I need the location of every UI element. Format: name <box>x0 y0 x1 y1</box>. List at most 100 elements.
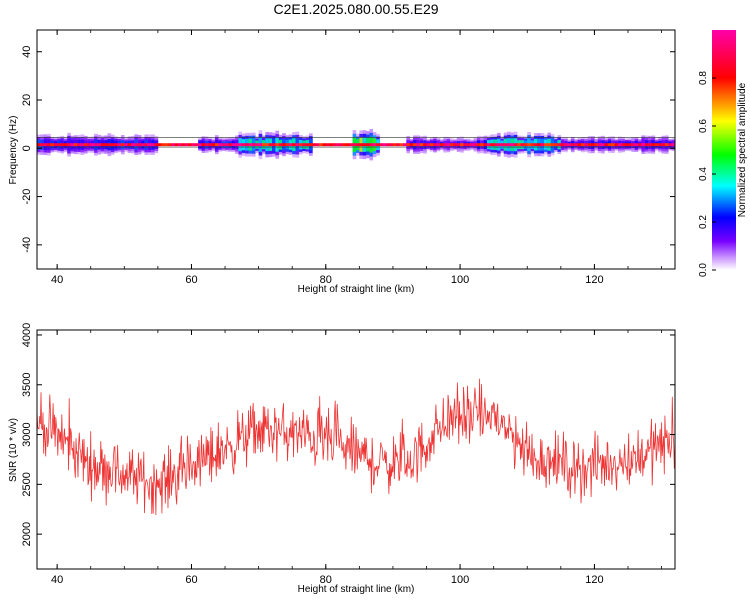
spectrogram-center-band-cell <box>386 143 390 147</box>
spectrogram-center-band-cell <box>396 143 400 147</box>
spectrogram-center-band-cell <box>483 143 488 147</box>
spectrogram-center-band-cell <box>621 143 625 147</box>
spectrogram-center-band-cell <box>231 143 236 147</box>
spectrogram-center-band-cell <box>282 143 286 147</box>
spectrogram-center-band-cell <box>174 143 179 147</box>
spectrogram-center-band-cell <box>359 143 364 147</box>
snr-x-tick-label: 80 <box>320 574 332 586</box>
spectrogram-center-band-cell <box>141 143 145 147</box>
spectrogram-center-band-cell <box>463 143 468 147</box>
spectrogram-center-band-cell <box>235 143 239 147</box>
spectrogram-center-band-cell <box>507 143 511 147</box>
colorbar-tick-label: 0.4 <box>698 167 709 181</box>
spectrogram-center-band-cell <box>577 143 582 147</box>
spectrogram-center-band-cell <box>248 143 253 147</box>
spectrogram-center-band-cell <box>369 143 374 147</box>
spectrogram-center-band-cell <box>668 143 672 147</box>
colorbar-gradient <box>712 30 736 270</box>
spectrogram-center-band-cell <box>654 143 659 147</box>
spectrogram-center-band-cell <box>634 143 639 147</box>
spectrogram-center-band-cell <box>544 143 548 147</box>
spectrogram-center-band-cell <box>597 143 602 147</box>
spectrogram-center-band-cell <box>77 143 81 147</box>
snr-panel: 40 60 80 100 120 2000 2500 3000 3500 4000 Height… <box>8 323 676 595</box>
spectrogram-center-band-cell <box>278 143 283 147</box>
spectrogram-center-band-cell <box>67 143 71 147</box>
colorbar-tick-label: 0.0 <box>698 263 709 277</box>
spectrogram-center-band-cell <box>43 143 48 147</box>
spectrogram-y-tick-label: -40 <box>21 237 33 253</box>
spectrogram-center-band-cell <box>664 143 669 147</box>
spectrogram-center-band-cell <box>604 143 609 147</box>
spectrogram-center-band-cell <box>225 143 229 147</box>
spectrogram-center-band-cell <box>540 143 545 147</box>
spectrogram-x-ticks: 40 60 80 100 120 <box>51 30 662 286</box>
spectrogram-panel: 40 60 80 100 120 40 20 0 -20 -40 Height of strai… <box>8 29 676 295</box>
spectrogram-center-band-cell <box>335 143 340 147</box>
snr-y-ticks: 2000 2500 3000 3500 4000 <box>21 323 675 546</box>
spectrogram-center-band-cell <box>37 143 41 147</box>
spectrogram-center-band-cell <box>292 143 296 147</box>
spectrogram-x-tick-label: 40 <box>51 274 63 286</box>
spectrogram-center-band-cell <box>423 143 427 147</box>
snr-y-tick-label: 3500 <box>21 373 33 397</box>
spectrogram-center-band-cell <box>272 143 276 147</box>
spectrogram-frame <box>36 29 676 270</box>
spectrogram-center-band-cell <box>87 143 92 147</box>
spectrogram-center-band-cell <box>419 143 424 147</box>
snr-series-line <box>37 378 675 516</box>
snr-x-tick-label: 100 <box>451 574 469 586</box>
spectrogram-center-band-cell <box>436 143 441 147</box>
spectrogram-center-band-cell <box>503 143 508 147</box>
spectrogram-center-band-cell <box>302 143 306 147</box>
spectrogram-center-band-cell <box>228 143 233 147</box>
spectrogram-center-band-cell <box>648 143 652 147</box>
spectrogram-center-band-cell <box>554 143 558 147</box>
spectrogram-center-band-cell <box>147 143 152 147</box>
spectrogram-center-band-cell <box>446 143 451 147</box>
spectrogram-center-band-cell <box>211 143 216 147</box>
spectrogram-center-band-cell <box>624 143 629 147</box>
spectrogram-center-band-cell <box>100 143 105 147</box>
snr-x-tick-label: 60 <box>185 574 197 586</box>
spectrogram-center-band-cell <box>208 143 212 147</box>
spectrogram-center-band-cell <box>325 143 330 147</box>
spectrogram-center-band-cell <box>194 143 199 147</box>
spectrogram-center-band-cell <box>376 143 380 147</box>
spectrogram-center-band-cell <box>181 143 186 147</box>
spectrogram-center-band-cell <box>47 143 51 147</box>
figure-title: C2E1.2025.080.00.55.E29 <box>273 1 438 17</box>
colorbar-ticks: 0.0 0.2 0.4 0.6 0.8 <box>698 71 716 277</box>
spectrogram-center-band-cell <box>241 143 246 147</box>
snr-y-tick-label: 2500 <box>21 472 33 496</box>
spectrogram-center-band-cell <box>80 143 85 147</box>
spectrogram-center-band-cell <box>238 143 243 147</box>
spectrogram-center-band-cell <box>144 143 149 147</box>
spectrogram-center-band-cell <box>198 143 202 147</box>
spectrogram-center-band-cell <box>497 143 501 147</box>
spectrogram-center-band-cell <box>493 143 498 147</box>
spectrogram-center-band-cell <box>426 143 431 147</box>
spectrogram-center-band-cell <box>191 143 196 147</box>
spectrogram-center-band-cell <box>389 143 394 147</box>
spectrogram-center-band-cell <box>161 143 165 147</box>
spectrogram-center-band-cell <box>601 143 605 147</box>
spectrogram-center-band-cell <box>110 143 115 147</box>
spectrogram-center-band-cell <box>409 143 414 147</box>
snr-y-tick-label: 3000 <box>21 422 33 446</box>
spectrogram-center-band-cell <box>345 143 350 147</box>
spectrogram-center-band-cell <box>218 143 222 147</box>
spectrogram-center-band-cell <box>188 143 192 147</box>
spectrogram-center-band-cell <box>178 143 182 147</box>
spectrogram-center-band-cell <box>450 143 454 147</box>
spectrogram-center-band-cell <box>638 143 642 147</box>
spectrogram-center-band-cell <box>614 143 619 147</box>
spectrogram-center-band-cell <box>513 143 518 147</box>
spectrogram-center-band-cell <box>439 143 444 147</box>
spectrogram-x-tick-label: 100 <box>451 274 469 286</box>
spectrogram-center-band-cell <box>500 143 505 147</box>
spectrogram-center-band-cell <box>275 143 280 147</box>
spectrogram-center-band-cell <box>298 143 303 147</box>
snr-frame <box>36 329 676 570</box>
